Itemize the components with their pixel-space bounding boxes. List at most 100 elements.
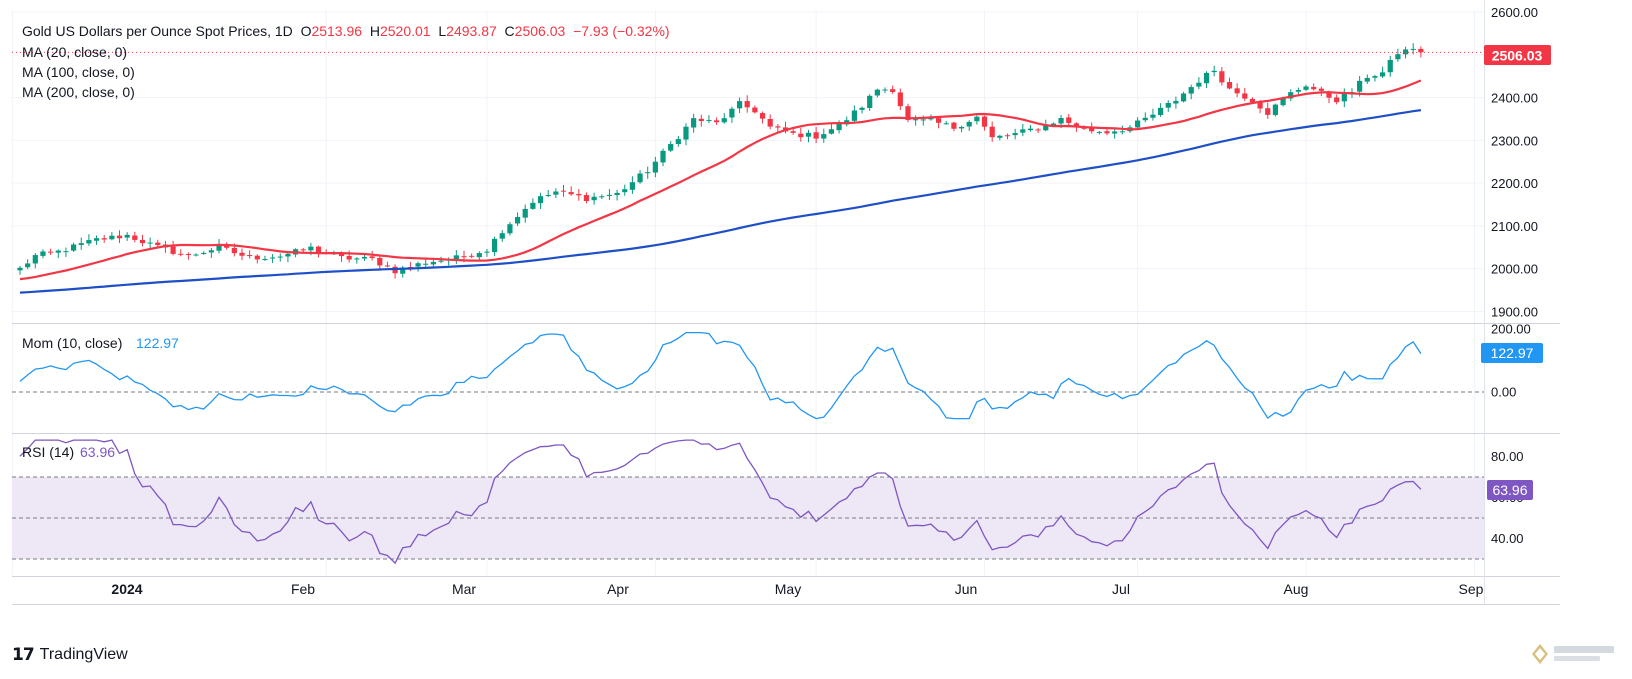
candle-body xyxy=(928,118,934,120)
watermark-logo-icon xyxy=(1532,644,1614,664)
candle-body xyxy=(813,132,819,139)
candle-body xyxy=(1020,129,1026,133)
candle-body xyxy=(338,253,345,257)
mom-tick-label: 0.00 xyxy=(1491,385,1516,400)
candle-body xyxy=(1402,49,1409,55)
candle-body xyxy=(124,234,130,238)
header-value: 2506.03 xyxy=(515,23,573,39)
header-value: 2493.87 xyxy=(446,23,504,39)
rsi-legend-value: 63.96 xyxy=(80,444,115,460)
candle-body xyxy=(308,246,314,251)
candle-body xyxy=(1203,72,1210,84)
price-tag-box xyxy=(1484,45,1551,65)
ma20-legend: MA (20, close, 0) xyxy=(22,44,127,60)
candle-body xyxy=(1112,131,1118,134)
candle-body xyxy=(974,116,980,122)
candle-body xyxy=(231,247,237,254)
candle-body xyxy=(201,252,207,254)
candle-body xyxy=(545,194,551,196)
price-tick-label: 2000.00 xyxy=(1491,262,1538,277)
candle-body xyxy=(568,192,574,195)
candle-body xyxy=(913,119,919,121)
candle-body xyxy=(1180,93,1187,102)
candle-body xyxy=(93,238,100,241)
candle-body xyxy=(790,131,796,133)
candle-body xyxy=(836,123,842,131)
candle-body xyxy=(599,196,605,198)
header-value: 2520.01 xyxy=(380,23,438,39)
mom-legend-label: Mom (10, close) xyxy=(22,335,122,351)
candle-body xyxy=(1043,124,1049,131)
candle-body xyxy=(560,190,567,192)
tradingview-brand[interactable]: 𝟭𝟳 TradingView xyxy=(12,645,128,665)
price-tag-label: 2506.03 xyxy=(1492,48,1543,64)
candle-body xyxy=(461,256,467,258)
rsi-tag-label: 63.96 xyxy=(1492,482,1527,498)
candle-body xyxy=(744,101,750,108)
candle-body xyxy=(1196,82,1202,87)
candle-body xyxy=(48,251,54,253)
candles xyxy=(17,43,1424,279)
candle-body xyxy=(721,118,727,123)
candle-body xyxy=(1027,128,1034,131)
candle-body xyxy=(920,119,926,121)
tradingview-logo-icon: 𝟭𝟳 xyxy=(12,645,35,664)
candle-body xyxy=(683,126,689,140)
candle-body xyxy=(415,263,421,267)
candle-body xyxy=(1066,117,1072,123)
rsi-tick-label: 40.00 xyxy=(1491,531,1524,546)
candle-body xyxy=(109,235,115,240)
price-tick-label: 2300.00 xyxy=(1491,133,1538,148)
candle-body xyxy=(752,107,758,113)
candle-body xyxy=(660,150,666,163)
candle-body xyxy=(859,107,865,110)
candle-body xyxy=(78,243,84,245)
candle-body xyxy=(637,173,643,183)
candle-body xyxy=(1119,131,1125,133)
candle-body xyxy=(706,120,712,122)
candle-body xyxy=(1234,88,1240,94)
header-value: Gold US Dollars per Ounce Spot Prices, 1… xyxy=(22,23,301,39)
candle-body xyxy=(86,240,92,244)
candle-body xyxy=(1357,80,1363,92)
mom-line xyxy=(19,331,1422,420)
time-tick-label: Sep xyxy=(1459,581,1484,597)
candle-body xyxy=(116,235,123,239)
candle-body xyxy=(1004,135,1011,137)
candle-body xyxy=(423,263,429,265)
header-value: C xyxy=(505,23,515,39)
candle-body xyxy=(591,196,597,201)
candle-body xyxy=(17,267,23,271)
candle-body xyxy=(453,255,459,260)
mom-tick-label: 200.00 xyxy=(1491,322,1531,337)
header-value: L xyxy=(438,23,446,39)
candle-body xyxy=(1165,102,1171,108)
candle-body xyxy=(178,253,184,255)
candle-body xyxy=(224,245,230,248)
candle-body xyxy=(492,238,498,253)
candle-body xyxy=(55,250,61,253)
rsi-legend-label: RSI (14) xyxy=(22,444,74,460)
candle-body xyxy=(691,118,697,128)
time-tick-label: Feb xyxy=(291,581,315,597)
candle-body xyxy=(354,258,360,260)
candle-body xyxy=(499,233,505,239)
candle-body xyxy=(698,118,704,122)
candle-body xyxy=(522,208,528,218)
candle-body xyxy=(147,242,153,244)
price-tick-label: 2400.00 xyxy=(1491,91,1538,106)
candle-body xyxy=(1372,76,1378,78)
candle-body xyxy=(989,126,995,138)
candle-body xyxy=(1173,100,1179,104)
candle-body xyxy=(101,238,107,240)
candle-body xyxy=(70,244,77,251)
candle-body xyxy=(1341,93,1347,102)
candle-body xyxy=(132,235,138,240)
candle-body xyxy=(507,224,513,234)
candle-body xyxy=(1311,86,1317,90)
candle-body xyxy=(1242,93,1248,99)
candle-body xyxy=(254,255,260,260)
candle-body xyxy=(1150,114,1156,118)
candle-body xyxy=(1272,104,1279,116)
candle-body xyxy=(759,113,766,119)
